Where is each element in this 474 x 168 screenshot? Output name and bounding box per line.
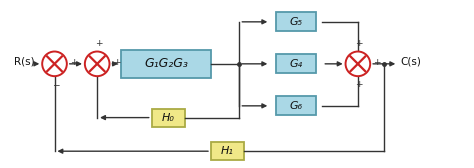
Text: +: + [374, 58, 381, 67]
Text: C(s): C(s) [401, 56, 421, 67]
Text: −: − [52, 80, 60, 89]
Circle shape [42, 52, 67, 76]
Text: +: + [356, 80, 363, 89]
Text: H₁: H₁ [221, 146, 234, 156]
FancyBboxPatch shape [152, 109, 185, 127]
Text: +: + [70, 58, 78, 67]
Text: +: + [113, 58, 120, 67]
Text: +: + [356, 39, 363, 48]
Text: G₆: G₆ [290, 101, 303, 111]
Text: G₁G₂G₃: G₁G₂G₃ [144, 57, 188, 70]
FancyBboxPatch shape [276, 96, 317, 115]
Text: H₀: H₀ [162, 113, 175, 123]
FancyBboxPatch shape [276, 12, 317, 31]
Text: G₄: G₄ [290, 59, 303, 69]
Text: R(s): R(s) [14, 56, 35, 67]
Circle shape [346, 52, 370, 76]
FancyBboxPatch shape [121, 50, 211, 78]
FancyBboxPatch shape [211, 142, 244, 160]
Text: +: + [95, 39, 102, 48]
Circle shape [85, 52, 109, 76]
Text: G₅: G₅ [290, 17, 303, 27]
FancyBboxPatch shape [276, 54, 317, 73]
